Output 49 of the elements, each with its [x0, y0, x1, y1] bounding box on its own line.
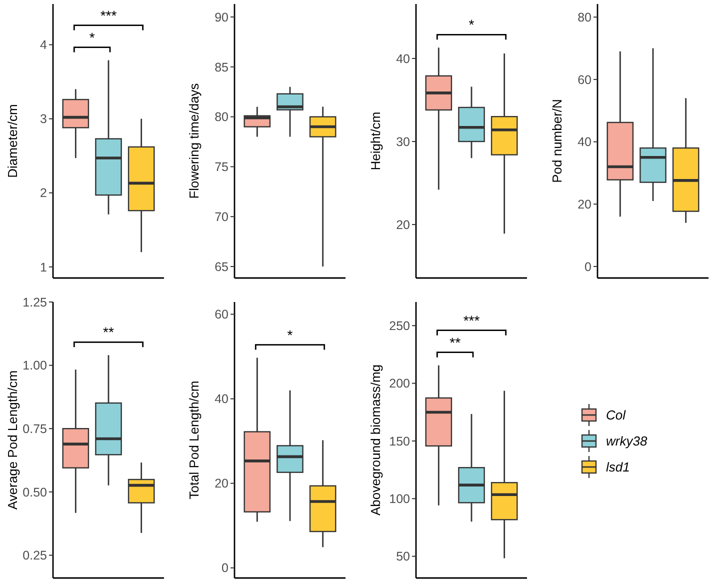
y-tick-label: 0 — [222, 561, 229, 576]
y-tick-label: 1 — [40, 260, 48, 274]
y-tick-label: 0.50 — [22, 485, 48, 500]
annotation: * — [89, 29, 96, 46]
annotation: ** — [103, 324, 114, 340]
y-tick-label: 30 — [396, 134, 410, 149]
y-tick-label: 70 — [214, 210, 229, 224]
y-tick-label: 1.25 — [22, 295, 48, 310]
legend-label: Col — [606, 408, 627, 423]
legend-label: wrky38 — [606, 434, 648, 449]
y-tick-label: 4 — [40, 38, 48, 52]
y-tick-label: 85 — [214, 60, 229, 74]
y-tick-label: 75 — [214, 160, 229, 174]
y-tick-label: 1.00 — [22, 358, 48, 373]
y-tick-label: 60 — [578, 72, 592, 87]
legend-label: lsd1 — [606, 460, 630, 475]
y-tick-label: 50 — [396, 550, 410, 564]
y-tick-label: 40 — [578, 135, 592, 150]
y-tick-label: 20 — [214, 476, 229, 491]
y-axis-title: Total Pod Length/cm — [186, 380, 202, 500]
y-tick-label: 2 — [40, 186, 48, 200]
y-axis-title: Aboveground biomass/mg — [368, 364, 383, 516]
y-tick-label: 0.75 — [22, 422, 48, 436]
y-tick-label: 65 — [214, 260, 229, 274]
y-tick-label: 90 — [214, 10, 229, 24]
annotation: * — [468, 16, 475, 33]
annotation: *** — [463, 312, 480, 328]
y-axis-title: Height/cm — [368, 112, 383, 170]
y-axis-title: Pod number/N — [550, 99, 564, 183]
y-tick-label: 40 — [214, 392, 229, 406]
y-tick-label: 100 — [389, 492, 410, 506]
annotation: *** — [100, 7, 118, 24]
y-axis-title: Diameter/cm — [5, 104, 20, 178]
y-axis-title: Flowering time/days — [186, 82, 202, 199]
annotation: * — [287, 326, 294, 343]
y-tick-label: 0 — [584, 260, 592, 274]
y-tick-label: 60 — [214, 308, 229, 322]
y-tick-label: 3 — [40, 112, 48, 126]
y-tick-label: 250 — [389, 319, 410, 334]
y-axis-title: Average Pod Length/cm — [5, 370, 20, 510]
y-tick-label: 20 — [578, 198, 592, 212]
y-tick-label: 80 — [214, 110, 229, 124]
y-tick-label: 150 — [389, 434, 410, 448]
y-tick-label: 80 — [578, 10, 592, 24]
y-tick-label: 40 — [396, 52, 410, 66]
annotation: ** — [450, 334, 462, 350]
y-tick-label: 200 — [389, 376, 410, 391]
y-tick-label: 0.25 — [22, 548, 48, 563]
y-tick-label: 20 — [396, 218, 410, 232]
